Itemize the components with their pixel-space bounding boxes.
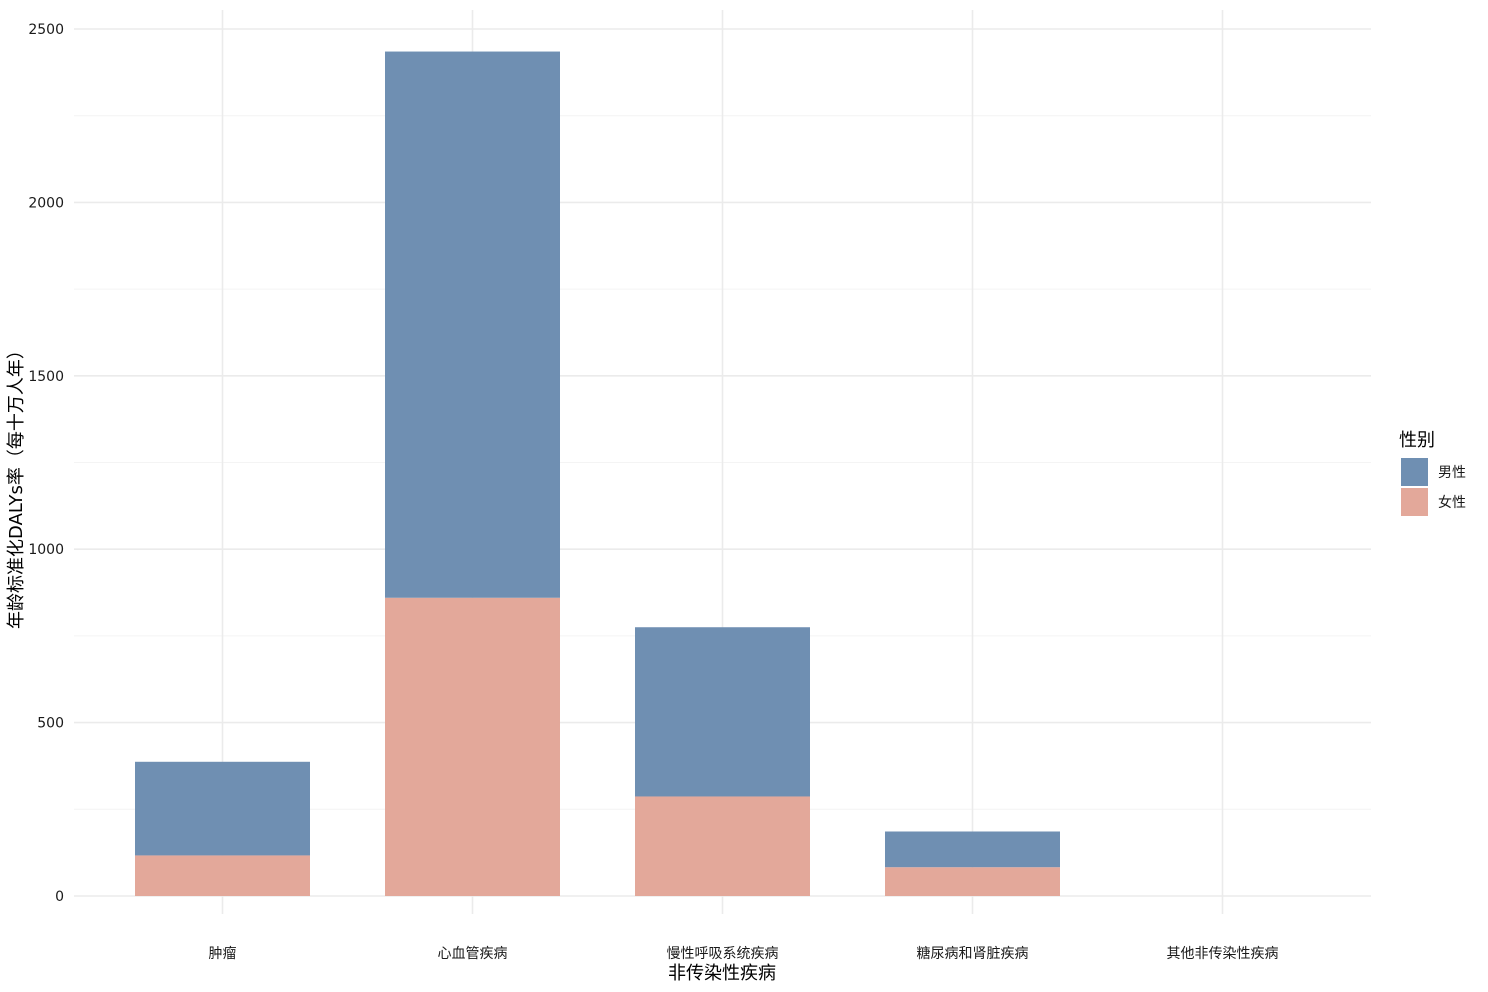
legend-label-female: 女性: [1438, 494, 1466, 511]
x-tick-label: 心血管疾病: [438, 946, 508, 962]
bar-segment-male: [385, 51, 560, 598]
y-tick-label: 0: [55, 889, 64, 905]
y-tick-label: 2500: [28, 22, 64, 38]
legend-label-male: 男性: [1438, 465, 1466, 481]
bars: [135, 51, 1060, 896]
x-tick-label: 肿瘤: [209, 945, 237, 962]
x-tick-label: 糖尿病和肾脏疾病: [917, 946, 1029, 962]
bar-segment-male: [885, 831, 1060, 868]
bar-segment-female: [635, 796, 810, 896]
y-tick-label: 500: [37, 716, 64, 732]
x-tick-label: 慢性呼吸系统疾病: [667, 945, 779, 962]
y-tick-label: 1500: [28, 369, 64, 385]
legend-swatch-female: [1401, 488, 1428, 516]
bar-segment-male: [135, 761, 310, 856]
x-tick-label: 其他非传染性疾病: [1167, 946, 1279, 962]
y-axis-ticks: 0 500 1000 1500 2000 2500: [28, 22, 64, 905]
bar-segment-female: [135, 855, 310, 896]
x-axis-title: 非传染性疾病: [668, 963, 776, 984]
y-tick-label: 2000: [28, 195, 64, 211]
x-axis-ticks: 肿瘤 心血管疾病 慢性呼吸系统疾病 糖尿病和肾脏疾病 其他非传染性疾病: [209, 945, 1279, 962]
bar-segment-female: [385, 597, 560, 896]
legend-title: 性别: [1399, 430, 1435, 451]
bar-segment-male: [635, 627, 810, 797]
y-axis-title: 年龄标准化DALYs率（每十万人年）: [6, 341, 27, 629]
y-tick-label: 1000: [28, 542, 64, 558]
bar-segment-female: [885, 867, 1060, 896]
legend-swatch-male: [1401, 458, 1428, 486]
